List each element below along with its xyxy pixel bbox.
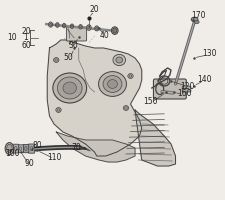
Ellipse shape <box>7 144 12 153</box>
Text: 90: 90 <box>24 160 34 168</box>
Circle shape <box>108 80 117 88</box>
FancyBboxPatch shape <box>13 144 19 153</box>
Text: 60: 60 <box>21 40 31 49</box>
FancyBboxPatch shape <box>182 86 191 92</box>
Ellipse shape <box>49 22 53 27</box>
Text: 20: 20 <box>90 4 99 14</box>
Ellipse shape <box>80 26 81 28</box>
Circle shape <box>56 108 61 112</box>
Circle shape <box>63 82 76 94</box>
Circle shape <box>57 77 82 99</box>
Text: 70: 70 <box>72 142 81 152</box>
Text: 140: 140 <box>198 75 212 84</box>
Circle shape <box>103 76 122 92</box>
FancyBboxPatch shape <box>18 145 23 152</box>
Text: 120: 120 <box>181 82 195 90</box>
Text: 1: 1 <box>23 33 28 43</box>
Circle shape <box>128 74 133 78</box>
Text: 170: 170 <box>191 10 205 20</box>
Ellipse shape <box>96 27 98 30</box>
Polygon shape <box>70 28 83 44</box>
Text: 100: 100 <box>5 148 20 158</box>
Ellipse shape <box>50 23 52 26</box>
Text: 80: 80 <box>32 142 42 150</box>
Text: 30: 30 <box>68 42 78 50</box>
Ellipse shape <box>79 25 82 29</box>
Ellipse shape <box>113 28 117 33</box>
Ellipse shape <box>191 17 198 22</box>
Polygon shape <box>135 110 176 166</box>
Ellipse shape <box>56 23 59 27</box>
Text: 20: 20 <box>21 26 31 36</box>
Ellipse shape <box>63 24 65 27</box>
Ellipse shape <box>56 24 58 26</box>
Polygon shape <box>56 132 135 162</box>
Polygon shape <box>47 40 142 156</box>
Text: 160: 160 <box>177 90 192 98</box>
Circle shape <box>123 106 129 110</box>
Ellipse shape <box>5 143 14 155</box>
Circle shape <box>54 58 59 62</box>
Ellipse shape <box>63 23 66 28</box>
Ellipse shape <box>95 26 99 31</box>
Text: 10: 10 <box>8 33 17 43</box>
Text: 110: 110 <box>47 154 61 162</box>
Text: 130: 130 <box>202 49 216 58</box>
FancyBboxPatch shape <box>28 144 35 153</box>
Ellipse shape <box>70 24 74 28</box>
FancyBboxPatch shape <box>23 144 29 153</box>
Circle shape <box>113 54 126 66</box>
Ellipse shape <box>88 26 90 29</box>
Text: 150: 150 <box>144 98 158 106</box>
Circle shape <box>116 57 123 63</box>
FancyBboxPatch shape <box>66 27 87 41</box>
Ellipse shape <box>111 27 118 34</box>
Circle shape <box>53 73 87 103</box>
Ellipse shape <box>195 20 199 24</box>
Text: 50: 50 <box>64 53 74 62</box>
FancyBboxPatch shape <box>153 79 186 99</box>
Ellipse shape <box>71 25 73 27</box>
Circle shape <box>99 72 126 96</box>
Ellipse shape <box>87 25 91 30</box>
Text: 40: 40 <box>100 30 110 40</box>
